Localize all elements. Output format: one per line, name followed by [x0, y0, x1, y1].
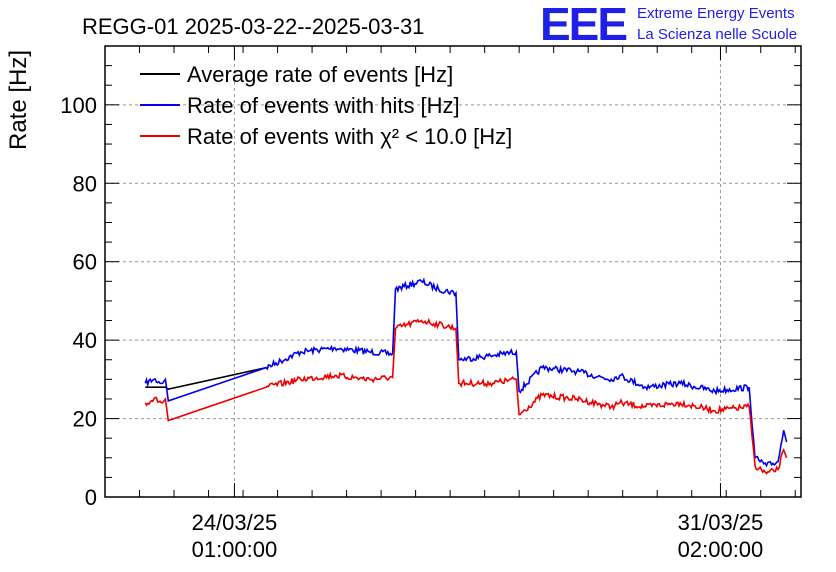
- x-tick-label-time: 01:00:00: [192, 537, 278, 562]
- legend-entry-0: Average rate of events [Hz]: [187, 62, 453, 87]
- plot-frame: [104, 45, 802, 498]
- legend: Average rate of events [Hz] Rate of event…: [140, 62, 512, 149]
- y-tick-label: 0: [85, 485, 97, 510]
- y-tick-label: 60: [73, 250, 97, 275]
- series-lines: [144, 277, 788, 475]
- grid: [105, 46, 801, 497]
- series-line-2: [144, 317, 788, 475]
- x-tick-label-date: 31/03/25: [678, 510, 764, 535]
- legend-entry-1: Rate of events with hits [Hz]: [187, 93, 460, 118]
- y-tick-label: 80: [73, 171, 97, 196]
- logo-line-2: La Scienza nelle Scuole: [637, 26, 797, 43]
- series-line-0: [145, 366, 267, 391]
- y-tick-label: 40: [73, 328, 97, 353]
- y-axis-label: Rate [Hz]: [5, 50, 32, 150]
- x-tick-label-date: 24/03/25: [192, 510, 278, 535]
- legend-entry-2: Rate of events with χ² < 10.0 [Hz]: [187, 124, 512, 149]
- y-tick-label: 20: [73, 407, 97, 432]
- eee-logo-icon: EEE: [540, 0, 626, 50]
- series-line-1: [144, 277, 788, 468]
- x-tick-label-time: 02:00:00: [678, 537, 764, 562]
- y-tick-label: 100: [60, 93, 97, 118]
- chart-title: REGG-01 2025-03-22--2025-03-31: [82, 14, 424, 39]
- logo-line-1: Extreme Energy Events: [637, 5, 795, 22]
